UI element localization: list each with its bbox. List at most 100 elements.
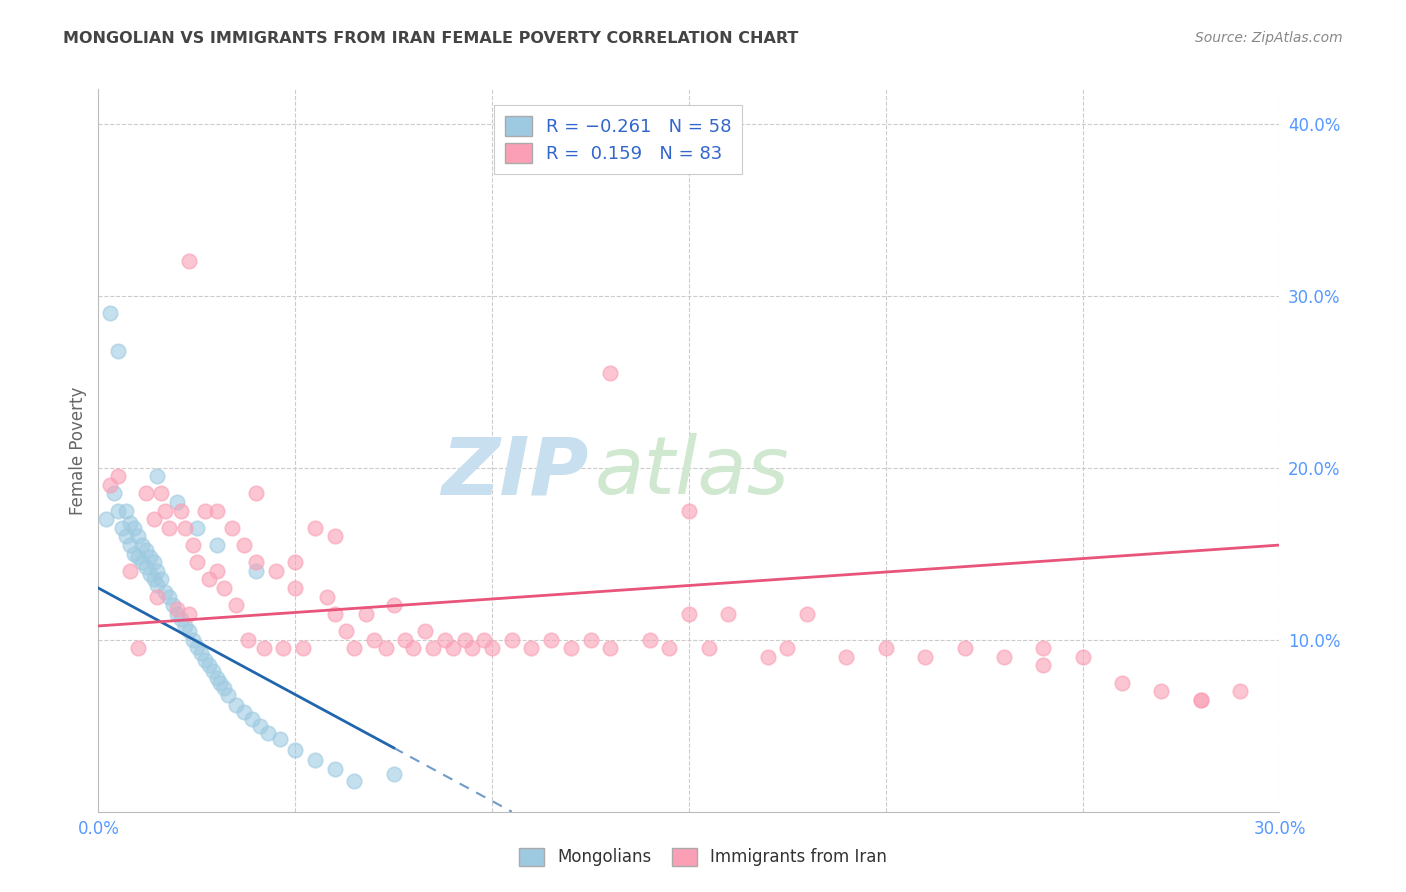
Point (540, 632, 562, 647)
Point (170, 503, 193, 517)
Point (107, 343, 129, 358)
Point (115, 529, 138, 543)
Point (127, 550, 149, 565)
Point (233, 538, 256, 552)
Point (135, 486, 157, 500)
Point (1032, 641, 1054, 656)
Point (98, 306, 121, 320)
Point (205, 564, 228, 578)
Point (174, 521, 197, 535)
Point (599, 366, 621, 380)
Point (245, 555, 267, 569)
Point (1111, 675, 1133, 690)
Point (177, 607, 200, 621)
Point (135, 560, 157, 574)
Point (323, 529, 346, 543)
Point (472, 632, 495, 647)
Point (323, 607, 346, 621)
Point (441, 641, 464, 656)
Text: atlas: atlas (595, 434, 789, 511)
Point (98, 478, 121, 492)
Point (209, 675, 232, 690)
Point (146, 590, 169, 604)
Point (150, 486, 173, 500)
Point (181, 538, 204, 552)
Point (422, 641, 444, 656)
Point (304, 521, 326, 535)
Point (166, 601, 188, 615)
Point (413, 624, 436, 639)
Point (190, 647, 212, 661)
Point (166, 607, 188, 621)
Point (501, 632, 523, 647)
Point (914, 649, 936, 664)
Point (186, 521, 208, 535)
Point (240, 712, 263, 726)
Point (245, 486, 267, 500)
Point (181, 632, 204, 647)
Point (481, 641, 503, 656)
Point (560, 641, 582, 656)
Point (186, 640, 208, 654)
Point (284, 555, 307, 569)
Point (214, 581, 236, 595)
Point (96, 512, 118, 526)
Point (170, 612, 193, 626)
Point (638, 632, 661, 647)
Point (221, 521, 243, 535)
Point (1032, 658, 1054, 673)
Point (103, 486, 125, 500)
Point (520, 641, 543, 656)
Point (249, 719, 271, 733)
Point (142, 573, 165, 587)
Point (269, 732, 291, 747)
Point (1229, 684, 1251, 698)
Point (461, 641, 484, 656)
Point (197, 658, 219, 673)
Point (678, 503, 700, 517)
Point (194, 503, 217, 517)
Legend: R = −0.261   N = 58, R =  0.159   N = 83: R = −0.261 N = 58, R = 0.159 N = 83 (494, 105, 742, 174)
Point (205, 538, 228, 552)
Point (402, 641, 425, 656)
Point (146, 469, 169, 483)
Point (107, 469, 129, 483)
Point (292, 641, 315, 656)
Point (155, 584, 177, 599)
Point (315, 590, 337, 604)
Point (177, 254, 200, 268)
Point (194, 653, 217, 667)
Point (256, 725, 278, 739)
Point (122, 521, 145, 535)
Point (323, 762, 346, 776)
Point (233, 705, 256, 719)
Y-axis label: Female Poverty: Female Poverty (69, 386, 87, 515)
Point (197, 573, 219, 587)
Point (875, 641, 897, 656)
Point (394, 632, 416, 647)
Point (236, 632, 259, 647)
Point (214, 681, 236, 695)
Point (138, 550, 160, 565)
Point (284, 581, 307, 595)
Legend: Mongolians, Immigrants from Iran: Mongolians, Immigrants from Iran (512, 841, 894, 873)
Point (150, 573, 173, 587)
Point (142, 555, 165, 569)
Point (225, 599, 247, 613)
Point (107, 503, 129, 517)
Point (1150, 684, 1173, 698)
Point (697, 641, 720, 656)
Point (343, 773, 366, 788)
Point (146, 564, 169, 578)
Text: Source: ZipAtlas.com: Source: ZipAtlas.com (1195, 31, 1343, 45)
Point (354, 607, 377, 621)
Point (382, 599, 405, 613)
Point (177, 624, 200, 639)
Point (127, 641, 149, 656)
Point (157, 590, 180, 604)
Point (579, 632, 602, 647)
Point (284, 743, 307, 757)
Point (118, 516, 141, 530)
Point (205, 503, 228, 517)
Point (335, 624, 357, 639)
